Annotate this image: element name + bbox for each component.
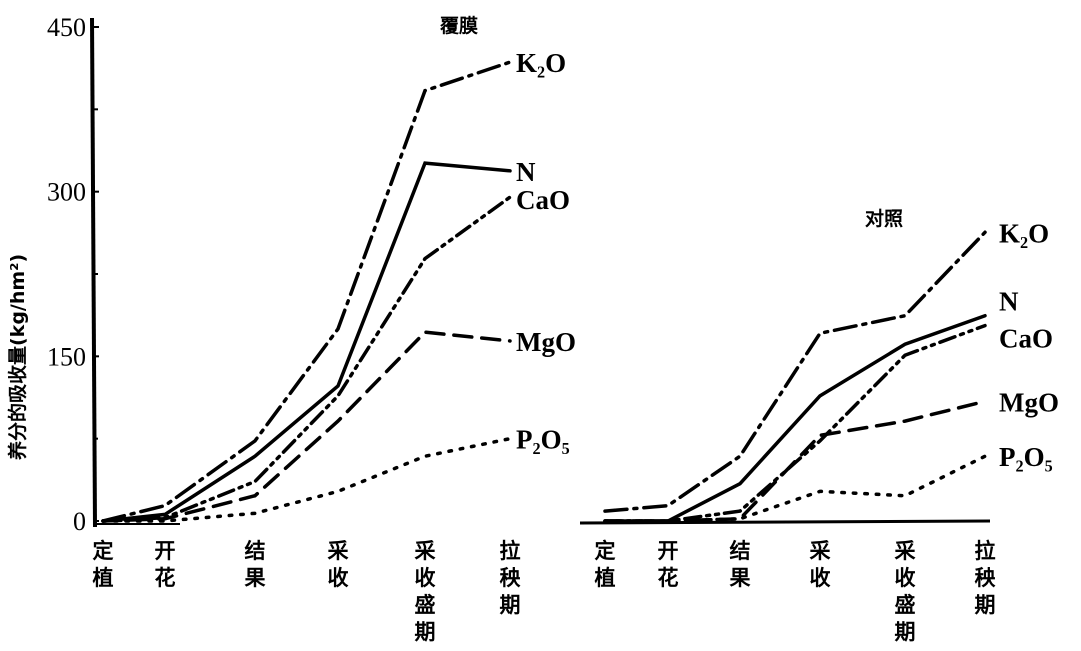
series-label: MgO bbox=[516, 327, 576, 357]
series-label: P₂O₅ bbox=[999, 442, 1053, 472]
series-line-P₂O₅ bbox=[101, 436, 512, 523]
series-line-N bbox=[101, 161, 512, 523]
panel-title: 对照 bbox=[865, 207, 903, 230]
series-line-N bbox=[603, 313, 987, 523]
x-tick-label: 拉秧期 bbox=[975, 539, 996, 617]
y-axis-label: 养分的吸收量(kg/hm²) bbox=[6, 254, 29, 461]
x-tick-label: 开花 bbox=[155, 539, 176, 590]
series-line-CaO bbox=[603, 323, 987, 523]
series-line-CaO bbox=[101, 195, 512, 523]
series-label: CaO bbox=[999, 324, 1053, 354]
x-tick-label: 结果 bbox=[730, 539, 751, 590]
x-tick-label: 采收 bbox=[328, 539, 349, 590]
y-tick-label: 150 bbox=[47, 342, 86, 371]
y-tick-label: 0 bbox=[73, 507, 86, 536]
y-tick-label: 450 bbox=[47, 13, 86, 42]
x-tick-label: 定植 bbox=[595, 539, 616, 590]
series-label: K₂O bbox=[999, 218, 1049, 248]
series-line-P₂O₅ bbox=[603, 454, 987, 523]
x-tick-label: 采收盛期 bbox=[415, 539, 436, 644]
y-axis bbox=[90, 17, 97, 528]
x-tick-label: 开花 bbox=[658, 539, 679, 590]
y-tick-label: 300 bbox=[47, 178, 86, 207]
x-tick-label: 定植 bbox=[93, 539, 114, 590]
series-label: N bbox=[516, 157, 536, 187]
series-line-MgO bbox=[603, 399, 987, 523]
series-label: K₂O bbox=[516, 48, 566, 78]
series-label: N bbox=[999, 287, 1019, 317]
series-line-K₂O bbox=[603, 230, 987, 513]
panel-title: 覆膜 bbox=[439, 14, 478, 37]
series-label: P₂O₅ bbox=[516, 425, 570, 455]
series-line-K₂O bbox=[101, 60, 512, 523]
x-tick-label: 采收 bbox=[810, 539, 831, 590]
series-line-MgO bbox=[101, 330, 512, 523]
series-label: CaO bbox=[516, 185, 570, 215]
series-label: MgO bbox=[999, 387, 1059, 417]
x-tick-label: 采收盛期 bbox=[895, 539, 916, 644]
x-tick-label: 拉秧期 bbox=[500, 539, 521, 617]
x-tick-label: 结果 bbox=[245, 539, 266, 590]
